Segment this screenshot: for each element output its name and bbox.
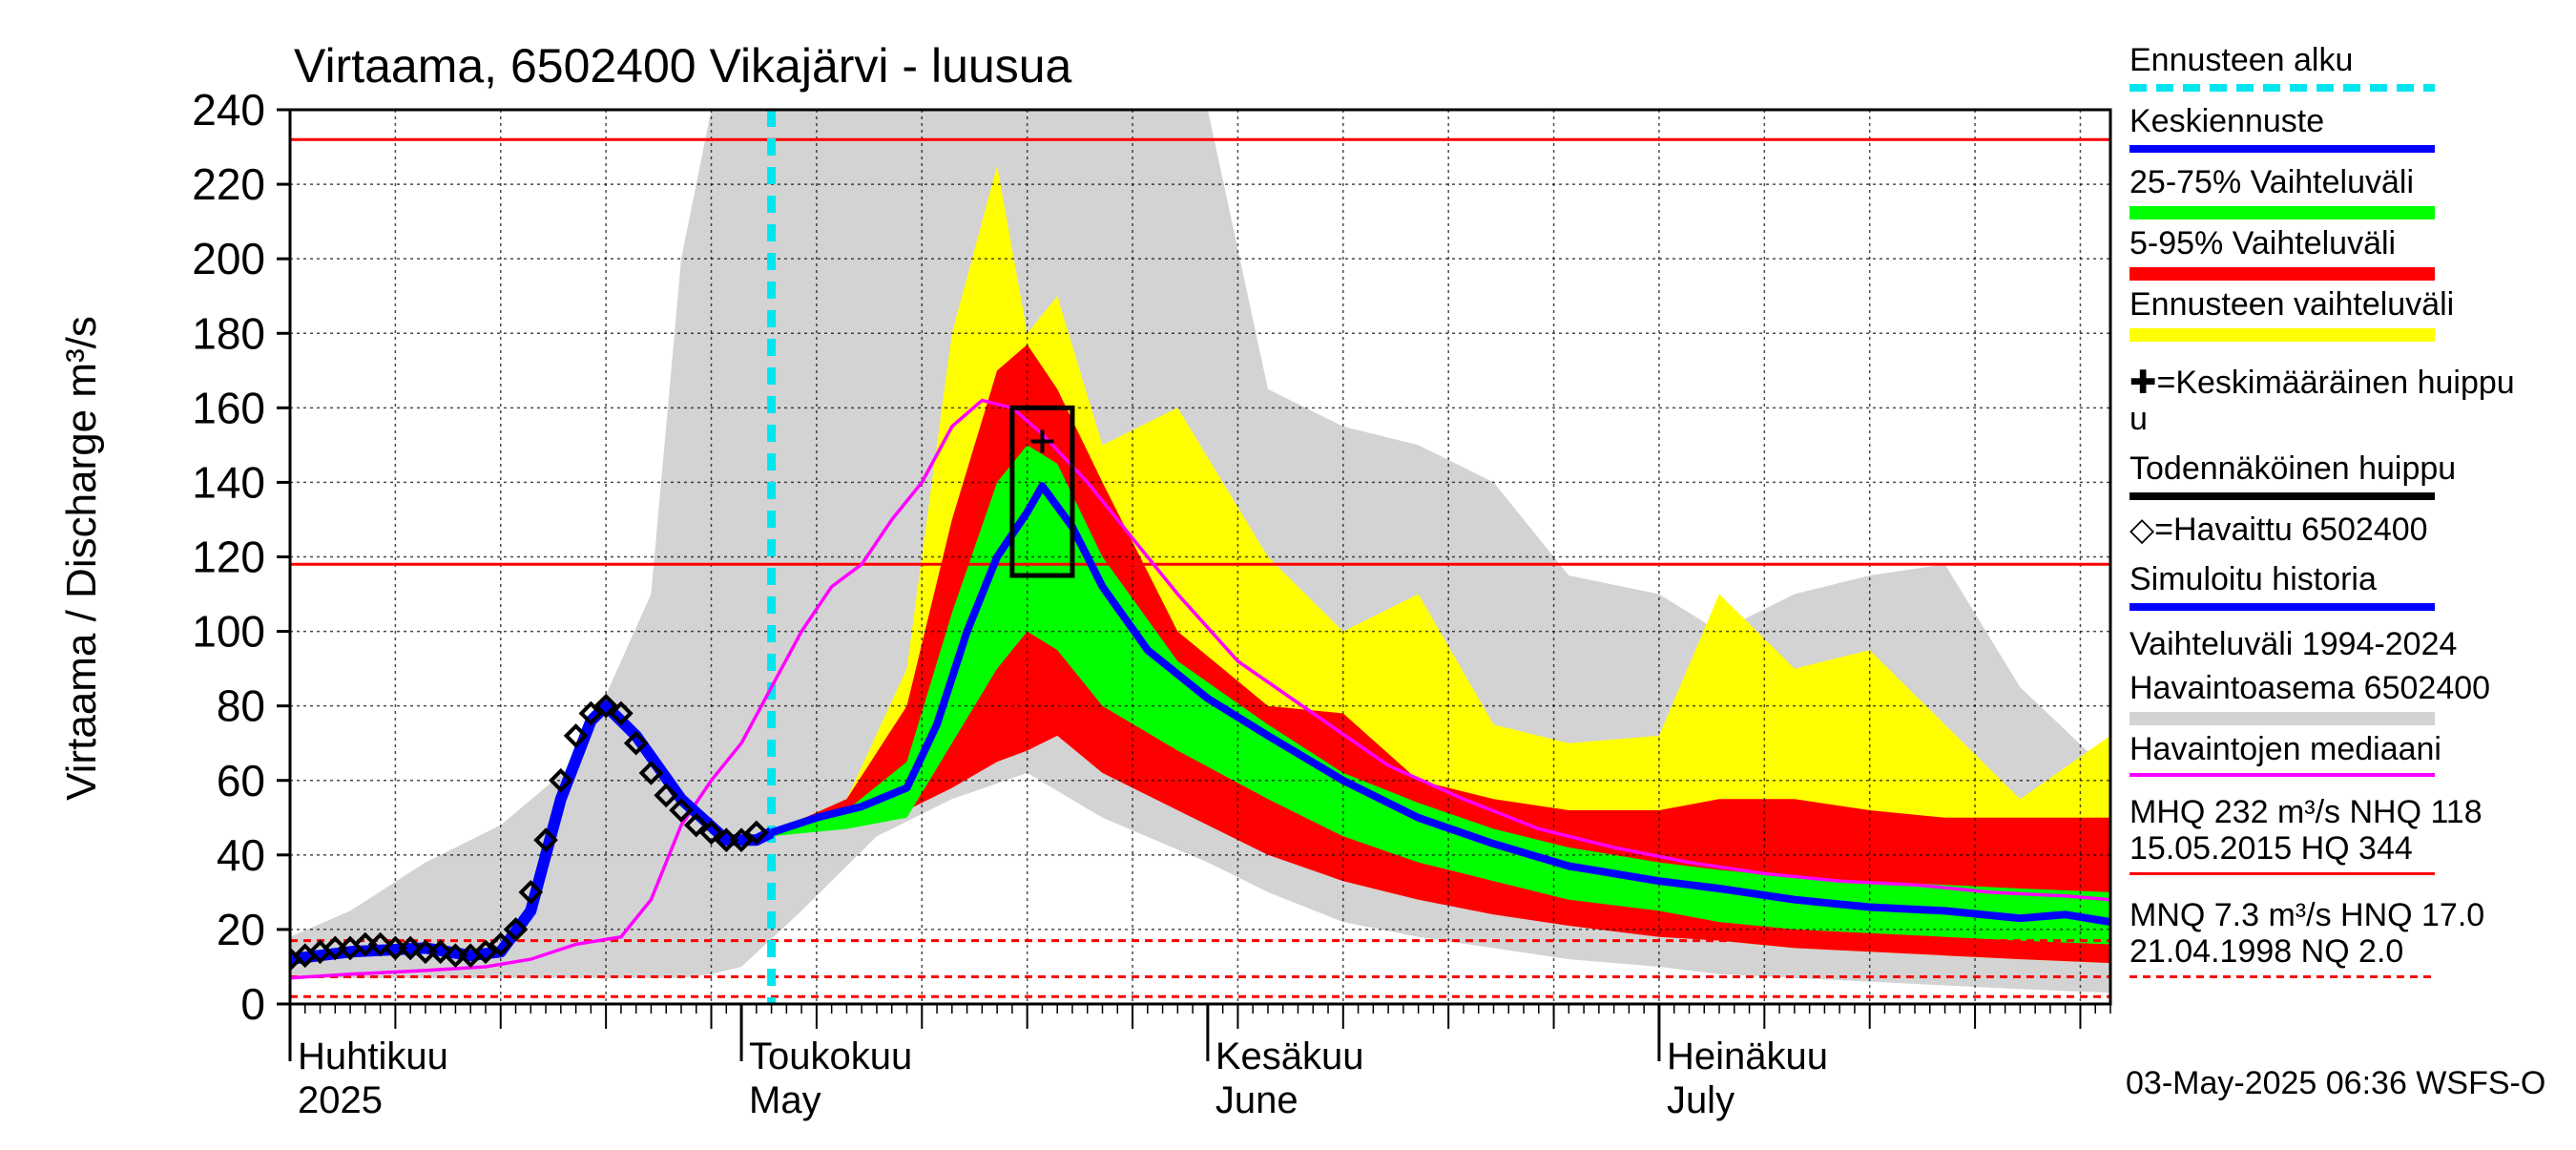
band-25-75 <box>771 445 2110 945</box>
month-label-en: 2025 <box>298 1079 383 1121</box>
observed-point <box>398 935 423 961</box>
legend-label: 5-95% Vaihteluväli <box>2129 225 2396 261</box>
observed-point <box>473 939 498 965</box>
observed-point <box>367 931 393 957</box>
legend-label: Havaintojen mediaani <box>2129 731 2441 767</box>
observed-point <box>503 917 529 942</box>
month-label-en: May <box>749 1079 821 1121</box>
observed-point <box>563 723 589 748</box>
month-label-fi: Heinäkuu <box>1667 1035 1828 1077</box>
month-label-fi: Toukokuu <box>749 1035 912 1077</box>
observed-point <box>683 812 709 838</box>
observed-point <box>549 767 573 793</box>
chart-title: Virtaama, 6502400 Vikajärvi - luusua <box>294 39 1072 93</box>
legend-label: ◇=Havaittu 6502400 <box>2129 512 2428 548</box>
observed-point <box>427 939 453 965</box>
month-label-fi: Kesäkuu <box>1215 1035 1364 1077</box>
observed-point <box>488 931 513 957</box>
legend-label: Vaihteluväli 1994-2024 <box>2129 626 2457 662</box>
observed-point <box>638 761 664 785</box>
month-label-en: July <box>1667 1079 1735 1121</box>
observed-point <box>654 783 679 808</box>
legend-label: 25-75% Vaihteluväli <box>2129 164 2414 200</box>
legend-label: Ennusteen vaihteluväli <box>2129 286 2454 323</box>
legend-label: MHQ 232 m³/s NHQ 118 <box>2129 794 2483 830</box>
band-5-95 <box>771 345 2110 964</box>
y-tick-label: 20 <box>217 905 265 954</box>
month-label-en: June <box>1215 1079 1298 1121</box>
month-label-fi: Huhtikuu <box>298 1035 448 1077</box>
observed-point <box>669 798 694 823</box>
timestamp-footer: 03-May-2025 06:36 WSFS-O <box>2126 1065 2545 1101</box>
mean-peak-marker <box>1030 429 1054 453</box>
y-tick-label: 220 <box>192 159 265 209</box>
y-tick-label: 100 <box>192 607 265 657</box>
probable-peak-box <box>1009 405 1075 578</box>
legend-label: Keskiennuste <box>2129 103 2324 139</box>
y-tick-label: 180 <box>192 308 265 358</box>
observed-point <box>578 700 604 726</box>
y-tick-label: 80 <box>217 681 265 731</box>
y-tick-label: 40 <box>217 830 265 880</box>
legend-label: ✚=Keskimääräinen huippu <box>2129 365 2515 401</box>
observed-point <box>623 730 649 756</box>
mean-forecast-line <box>770 482 2110 927</box>
observed-point <box>518 880 544 905</box>
y-tick-label: 60 <box>217 756 265 805</box>
y-tick-label: 120 <box>192 533 265 582</box>
y-tick-label: 240 <box>192 85 265 135</box>
observed-point <box>729 827 754 853</box>
observed-point <box>533 827 558 853</box>
legend-label: 15.05.2015 HQ 344 <box>2129 830 2413 867</box>
observed-point <box>593 693 618 719</box>
legend-label: Todennäköinen huippu <box>2129 450 2456 487</box>
band-forecast-range <box>771 165 2110 964</box>
observed-point <box>609 700 634 726</box>
legend-label: 21.04.1998 NQ 2.0 <box>2129 933 2403 970</box>
legend-label: Havaintoasema 6502400 <box>2129 670 2490 706</box>
y-tick-label: 160 <box>192 383 265 432</box>
y-tick-label: 0 <box>240 979 265 1029</box>
y-axis-label: Virtaama / Discharge m³/s <box>58 316 105 801</box>
legend-label: Simuloitu historia <box>2129 561 2377 597</box>
legend-label: Ennusteen alku <box>2129 42 2353 78</box>
median-line <box>290 398 2110 980</box>
legend-label: u <box>2129 401 2148 437</box>
legend-label: MNQ 7.3 m³/s HNQ 17.0 <box>2129 897 2484 933</box>
observed-point <box>698 820 724 846</box>
y-tick-label: 200 <box>192 234 265 283</box>
observed-point <box>743 820 769 846</box>
y-tick-label: 140 <box>192 457 265 507</box>
